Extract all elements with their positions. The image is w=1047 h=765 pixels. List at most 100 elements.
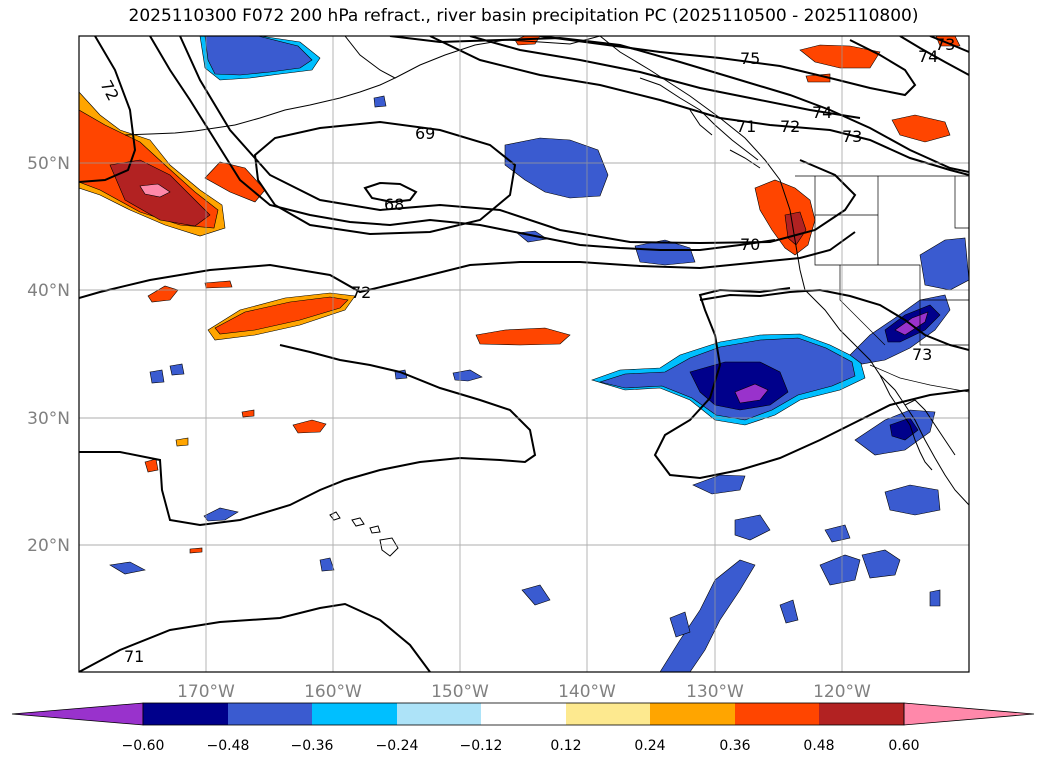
- cb-tick-8: 0.36: [719, 738, 750, 754]
- cool-region-small-9: [521, 584, 551, 606]
- longitude-tick-labels: 170°W 160°W 150°W 140°W 130°W 120°W: [177, 682, 871, 702]
- contour-71-north: [149, 36, 776, 251]
- cool-region-small-6: [819, 554, 861, 586]
- contour-75: [539, 36, 917, 97]
- warm-region-small-7: [241, 409, 255, 418]
- political-borders: [795, 175, 969, 393]
- lon-tick-120w: 120°W: [813, 682, 871, 702]
- lon-tick-170w: 170°W: [177, 682, 235, 702]
- warm-region-small-4: [475, 327, 571, 346]
- contour-72-central: [79, 231, 856, 299]
- alaska-south-coast: [394, 36, 601, 79]
- aleutian-islands: [124, 124, 236, 136]
- cool-region-interior-west: [919, 237, 969, 291]
- cool-region-small-7: [861, 549, 901, 579]
- warm-region-small-13: [935, 36, 961, 47]
- lon-tick-130w: 130°W: [686, 682, 744, 702]
- colorbar-frame: [142, 702, 905, 726]
- positive-anomaly-regions: [79, 36, 961, 554]
- contour-label-70: 70: [740, 235, 760, 254]
- cool-region-northeast-pacific: [504, 137, 609, 199]
- contour-label-75: 75: [740, 49, 760, 68]
- warm-region-small-8: [175, 437, 189, 447]
- colorbar-bin-8: [735, 703, 819, 725]
- colorbar: [11, 702, 1035, 726]
- warm-region-small-3: [204, 280, 233, 289]
- contour-label-72-central: 72: [351, 283, 371, 302]
- cool-region-small-11: [149, 369, 165, 384]
- contour-label-69: 69: [415, 124, 435, 143]
- contour-74-east: [389, 36, 969, 173]
- colorbar-tick-labels: −0.60 −0.48 −0.36 −0.24 −0.12 0.12 0.24 …: [122, 738, 920, 754]
- lat-tick-20n: 20°N: [27, 536, 70, 556]
- colorbar-bin-2: [228, 703, 312, 725]
- cb-tick-9: 0.48: [803, 738, 834, 754]
- contour-70: [179, 36, 857, 245]
- cool-region-small-12: [169, 363, 185, 376]
- lon-tick-140w: 140°W: [558, 682, 616, 702]
- colorbar-bin-3: [312, 703, 397, 725]
- latitude-tick-labels: 50°N 40°N 30°N 20°N: [27, 154, 70, 556]
- warm-region-small-2: [147, 285, 179, 303]
- colorbar-bin-4: [397, 703, 481, 725]
- contour-73-ne-corner: [929, 36, 969, 53]
- negative-anomaly-regions: [109, 36, 969, 672]
- cool-region-small-17: [373, 95, 387, 108]
- cb-tick-5: −0.12: [460, 738, 503, 754]
- warm-region-northwest-coast: [754, 179, 816, 256]
- colorbar-extend-high: [903, 702, 1035, 726]
- colorbar-bin-9: [819, 703, 904, 725]
- cb-tick-10: 0.60: [888, 738, 919, 754]
- lon-tick-150w: 150°W: [431, 682, 489, 702]
- cool-region-small-15: [203, 507, 239, 522]
- hawaii-islands: [329, 511, 399, 557]
- colorbar-extend-low: [11, 702, 144, 726]
- contour-label-73-east: 73: [912, 345, 932, 364]
- warm-region-small-9: [189, 547, 203, 554]
- warm-region-mid-pacific-core: [214, 296, 349, 335]
- cool-region-small-3: [884, 484, 941, 516]
- baja-california: [879, 374, 933, 471]
- contour-label-71: 71: [736, 117, 756, 136]
- contour-label-73-ne: 73: [842, 127, 862, 146]
- map-title: 2025110300 F072 200 hPa refract., river …: [128, 6, 919, 26]
- warm-region-small-5: [292, 419, 327, 434]
- cb-tick-3: −0.36: [291, 738, 334, 754]
- lat-tick-50n: 50°N: [27, 154, 70, 174]
- lon-tick-160w: 160°W: [304, 682, 362, 702]
- cool-region-small-10: [109, 561, 146, 575]
- contour-73-ne: [469, 36, 861, 119]
- cb-tick-2: −0.48: [207, 738, 250, 754]
- contour-71-south: [79, 602, 431, 672]
- lat-tick-30n: 30°N: [27, 409, 70, 429]
- us-mexico-border: [869, 364, 969, 393]
- contour-74-ne-corner: [899, 36, 969, 76]
- contour-label-74-corner: 74: [918, 47, 938, 66]
- cool-region-small-13: [452, 369, 483, 382]
- contour-68-closed: [363, 181, 418, 204]
- warm-region-small-6: [144, 458, 159, 473]
- colorbar-bin-1: [143, 703, 228, 725]
- contour-label-68: 68: [384, 195, 404, 214]
- contour-label-71-south: 71: [124, 647, 144, 666]
- cool-region-small-16: [319, 557, 335, 572]
- cb-tick-4: −0.24: [376, 738, 419, 754]
- cool-region-small-8: [824, 524, 851, 543]
- contour-69-closed: [253, 120, 517, 236]
- state-borders: [814, 176, 969, 346]
- cool-region-aleutian-core: [204, 36, 313, 76]
- warm-region-west-pacific-peak: [139, 183, 171, 198]
- contour-73-east: [699, 288, 969, 351]
- warm-region-small-10: [891, 114, 951, 143]
- cool-region-small-4: [692, 474, 746, 495]
- contour-label-74: 74: [812, 103, 832, 122]
- cool-region-small-5: [734, 514, 771, 541]
- cool-region-small-20: [929, 589, 941, 607]
- contour-73-subtropical: [653, 287, 969, 480]
- lat-tick-40n: 40°N: [27, 281, 70, 301]
- colorbar-bin-5: [481, 703, 566, 725]
- cool-region-subtropical-peak: [734, 383, 769, 404]
- cb-tick-6: 0.12: [550, 738, 581, 754]
- cool-region-small-1: [634, 239, 696, 266]
